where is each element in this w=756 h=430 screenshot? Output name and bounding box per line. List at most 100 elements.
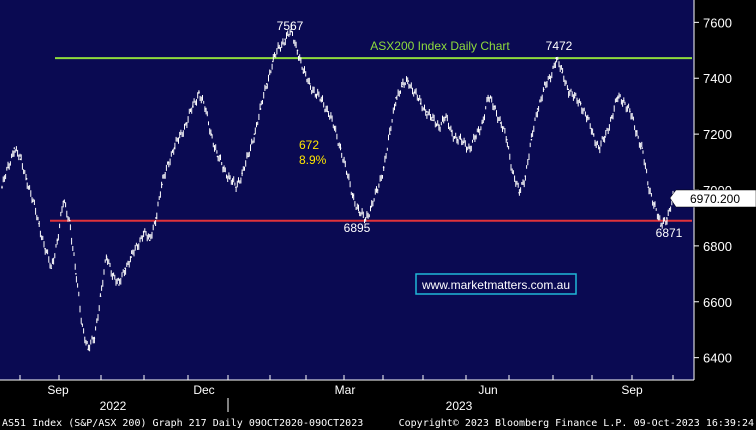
- price-point: [629, 110, 631, 113]
- price-point: [659, 225, 662, 227]
- last-price-tag-shape: [669, 189, 756, 208]
- price-point: [376, 189, 379, 191]
- y-tick-label: 6800: [703, 239, 732, 254]
- price-point: [635, 130, 637, 133]
- price-point: [333, 127, 336, 130]
- x-month-label: Mar: [335, 383, 356, 397]
- footer-bar: [0, 380, 756, 430]
- annotation-peak-1: 7567: [277, 19, 304, 33]
- price-point: [44, 247, 46, 250]
- x-year-label: 2022: [100, 399, 127, 413]
- price-point: [499, 122, 502, 124]
- price-point: [401, 85, 403, 88]
- price-point: [161, 183, 163, 186]
- price-point: [290, 30, 293, 33]
- price-point: [228, 178, 231, 180]
- annotation-move-percent: 8.9%: [299, 153, 327, 167]
- price-point: [462, 141, 465, 144]
- price-point: [38, 222, 40, 225]
- y-tick-label: 7600: [703, 15, 732, 30]
- price-point: [407, 80, 410, 82]
- price-point: [167, 161, 170, 163]
- last-price-tag: 6970.200: [669, 189, 756, 208]
- x-month-label: Jun: [478, 383, 497, 397]
- price-point: [81, 323, 83, 325]
- price-point: [518, 191, 520, 194]
- price-point: [456, 138, 459, 141]
- price-point: [345, 172, 348, 175]
- price-point: [247, 155, 250, 158]
- price-point: [13, 147, 16, 149]
- price-point: [586, 116, 588, 119]
- price-point: [321, 99, 323, 102]
- price-point: [308, 83, 311, 85]
- price-point: [136, 245, 139, 247]
- price-point: [666, 217, 668, 219]
- price-point: [647, 186, 650, 189]
- price-point: [505, 138, 508, 141]
- price-point: [481, 122, 483, 124]
- price-point: [432, 119, 434, 121]
- price-point: [616, 96, 619, 99]
- price-point: [105, 256, 108, 258]
- footer-left: AS51 Index (S&P/ASX 200) Graph 217 Daily…: [2, 418, 363, 429]
- price-point: [419, 102, 422, 105]
- price-point: [142, 231, 145, 233]
- price-point: [278, 46, 280, 49]
- price-point: [124, 267, 126, 270]
- price-point: [93, 337, 96, 339]
- watermark-border: [415, 273, 577, 295]
- price-point: [358, 211, 360, 214]
- price-point: [198, 91, 200, 94]
- price-point: [235, 186, 237, 189]
- price-point: [598, 147, 600, 149]
- price-point: [241, 172, 243, 175]
- price-point: [99, 295, 102, 297]
- price-point: [265, 83, 268, 85]
- y-tick-label: 6400: [703, 351, 732, 366]
- price-point: [389, 133, 391, 135]
- watermark-box[interactable]: www.marketmatters.com.au: [415, 273, 577, 295]
- price-point: [31, 200, 34, 202]
- price-point: [7, 166, 9, 169]
- price-point: [210, 133, 213, 135]
- price-point: [450, 130, 453, 133]
- price-point: [222, 166, 225, 169]
- price-point: [296, 49, 299, 52]
- plot-area: [0, 0, 694, 380]
- price-point: [592, 133, 594, 135]
- price-point: [549, 77, 551, 80]
- price-point: [216, 155, 219, 158]
- price-point: [512, 172, 514, 175]
- price-point: [173, 147, 176, 149]
- x-axis-month-labels: Sep Dec Mar Jun Sep: [47, 383, 643, 397]
- price-point: [425, 110, 428, 113]
- x-month-label: Dec: [193, 383, 214, 397]
- x-year-label: 2023: [446, 399, 473, 413]
- y-tick-label: 7200: [703, 127, 732, 142]
- price-point: [610, 116, 613, 119]
- price-point: [56, 239, 59, 242]
- price-point: [395, 96, 397, 99]
- price-point: [259, 108, 262, 110]
- price-point: [561, 71, 563, 74]
- price-point: [641, 147, 644, 149]
- annotation-low-1: 6895: [344, 221, 371, 235]
- price-series: [1, 23, 674, 352]
- price-point: [622, 99, 625, 102]
- price-point: [370, 205, 373, 208]
- x-month-label: Sep: [47, 383, 69, 397]
- price-point: [339, 147, 342, 149]
- watermark-link[interactable]: www.marketmatters.com.au: [421, 278, 570, 292]
- price-point: [352, 194, 354, 197]
- price-point: [148, 239, 151, 242]
- price-point: [555, 57, 557, 59]
- price-point: [185, 122, 188, 124]
- price-point: [444, 116, 447, 119]
- price-point: [284, 38, 286, 40]
- price-point: [438, 124, 440, 127]
- price-point: [204, 108, 206, 110]
- price-point: [542, 88, 545, 91]
